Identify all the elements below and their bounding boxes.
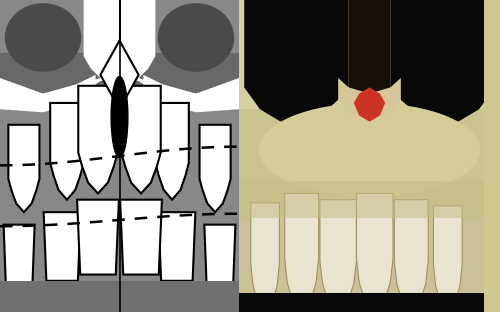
Bar (239, 293, 500, 312)
Bar (0, 53, 239, 109)
Polygon shape (354, 87, 385, 122)
Polygon shape (356, 193, 393, 312)
Polygon shape (144, 75, 239, 112)
Ellipse shape (258, 103, 480, 197)
Polygon shape (156, 103, 189, 200)
Polygon shape (320, 200, 356, 312)
Bar (239, 109, 500, 218)
Polygon shape (78, 86, 118, 193)
Bar (239, 0, 500, 140)
Polygon shape (77, 200, 119, 275)
Bar (0, 281, 239, 312)
Polygon shape (44, 212, 80, 281)
Polygon shape (204, 225, 236, 287)
Polygon shape (394, 200, 428, 312)
Polygon shape (0, 72, 239, 106)
Polygon shape (4, 225, 34, 287)
Polygon shape (0, 75, 96, 112)
Polygon shape (200, 125, 230, 212)
Polygon shape (390, 0, 495, 125)
Polygon shape (244, 0, 348, 125)
Polygon shape (8, 125, 40, 212)
Polygon shape (50, 103, 84, 200)
Polygon shape (250, 203, 280, 312)
Bar (239, 181, 500, 218)
Ellipse shape (5, 3, 82, 72)
Bar (484, 0, 500, 312)
Polygon shape (120, 200, 162, 275)
Polygon shape (338, 78, 401, 119)
Polygon shape (158, 212, 196, 281)
Polygon shape (284, 193, 318, 312)
Polygon shape (100, 41, 138, 109)
Polygon shape (84, 0, 156, 87)
Polygon shape (122, 86, 160, 193)
Polygon shape (434, 206, 462, 312)
Polygon shape (348, 0, 391, 109)
Ellipse shape (158, 3, 234, 72)
Ellipse shape (111, 76, 128, 158)
